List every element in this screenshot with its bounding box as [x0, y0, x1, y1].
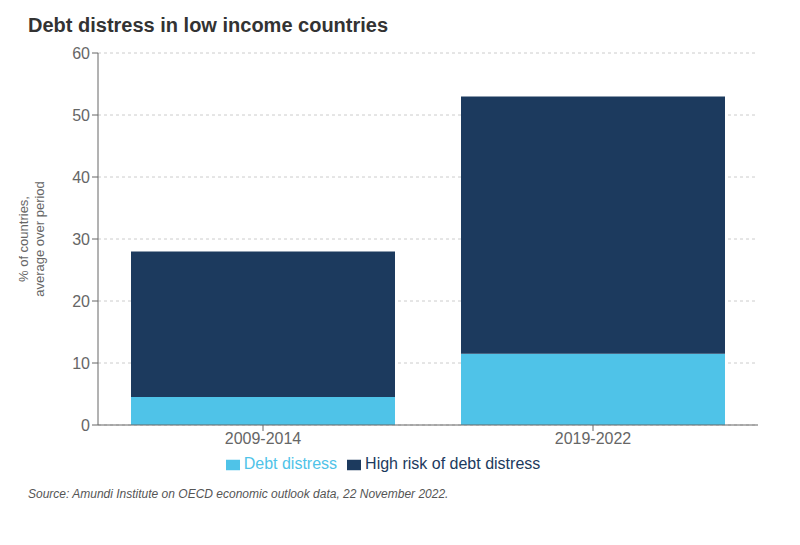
svg-text:0: 0 [81, 417, 90, 434]
svg-text:2019-2022: 2019-2022 [555, 430, 632, 447]
html-text:Source: Amundi Institute on OE: Source: Amundi Institute on OECD economi… [28, 487, 449, 501]
svg-text:20: 20 [72, 293, 90, 310]
html-text:Debt distress in low income co: Debt distress in low income countries [28, 14, 389, 36]
svg-text:50: 50 [72, 107, 90, 124]
html-text:Debt distress: Debt distress [243, 455, 338, 472]
svg-text:10: 10 [72, 355, 90, 372]
svg-text:30: 30 [72, 231, 90, 248]
svg-text:60: 60 [72, 45, 90, 62]
svg-text:2009-2014: 2009-2014 [225, 430, 302, 447]
svg-text:% of countries,average over pe: % of countries,average over period [16, 181, 47, 297]
html-text:High risk of debt distress: High risk of debt distress [365, 455, 541, 472]
svg-text:40: 40 [72, 169, 90, 186]
